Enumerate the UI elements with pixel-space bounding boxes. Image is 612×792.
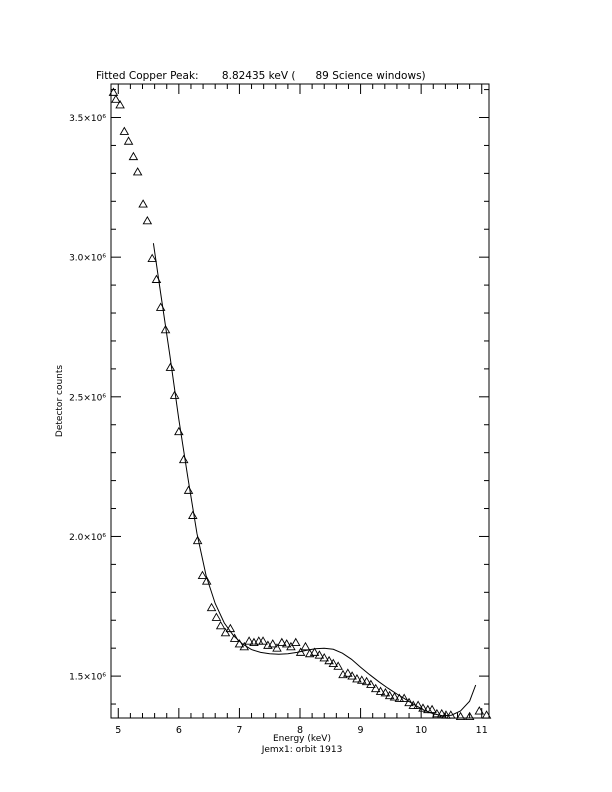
data-point (375, 686, 386, 695)
data-point (197, 570, 208, 580)
data-point (418, 703, 428, 712)
data-point (211, 612, 222, 621)
data-point (123, 136, 134, 145)
data-point (357, 675, 367, 684)
data-point (413, 700, 423, 709)
data-point (277, 637, 287, 647)
data-point (258, 636, 268, 645)
data-point (254, 636, 264, 645)
data-point (165, 362, 176, 371)
data-point (188, 510, 198, 519)
data-point (352, 673, 362, 683)
data-point (366, 679, 376, 688)
x-tick-label: 10 (415, 725, 427, 736)
data-point (333, 661, 343, 670)
x-axis-tick-labels: 5 6 7 8 9 10 11 (115, 725, 488, 736)
data-point (215, 620, 226, 630)
data-point (142, 215, 153, 225)
data-point (115, 100, 125, 109)
data-point (324, 655, 334, 665)
y-tick-label: 3.0×10⁶ (69, 254, 106, 264)
data-point (147, 253, 157, 263)
data-point (399, 693, 409, 702)
x-tick-label: 5 (115, 725, 121, 736)
data-point (380, 687, 391, 697)
data-point (160, 324, 171, 334)
data-point (384, 690, 395, 700)
data-point (347, 671, 357, 680)
data-point (441, 710, 451, 719)
y-tick-label: 2.0×10⁶ (69, 533, 106, 543)
data-point (361, 676, 372, 686)
y-tick-label: 1.5×10⁶ (69, 673, 106, 683)
data-point (108, 87, 119, 96)
x-axis-label: Energy (keV) (273, 734, 331, 744)
y-axis-tick-labels: 1.5×10⁶ 2.0×10⁶ 2.5×10⁶ 3.0×10⁶ 3.5×10⁶ (69, 114, 106, 683)
data-point (328, 658, 339, 667)
data-point (132, 167, 143, 176)
data-point (111, 94, 121, 103)
data-point (281, 639, 292, 648)
data-point (481, 710, 492, 719)
subtitle: Jemx1: orbit 1913 (261, 745, 343, 755)
data-point (474, 706, 485, 715)
data-point (128, 151, 139, 161)
data-point (394, 693, 405, 702)
data-point (272, 643, 282, 652)
axis-ticks (111, 84, 489, 718)
data-point (220, 627, 231, 637)
data-point (206, 602, 217, 612)
y-tick-label: 2.5×10⁶ (69, 393, 106, 403)
data-point (389, 692, 400, 701)
data-point (201, 576, 212, 585)
data-point (319, 653, 330, 662)
data-point (192, 535, 203, 545)
data-point (370, 683, 381, 693)
data-point (244, 636, 254, 645)
data-point (174, 426, 184, 436)
data-point (183, 485, 194, 494)
data-point (178, 454, 189, 464)
data-point (138, 199, 148, 208)
x-tick-label: 8 (297, 725, 303, 736)
data-points (108, 87, 492, 721)
data-point (309, 647, 320, 656)
data-point (290, 637, 301, 647)
plot-frame (110, 83, 490, 719)
y-tick-label: 3.5×10⁶ (69, 114, 106, 124)
data-point (436, 708, 447, 718)
data-point (314, 650, 325, 659)
data-point (432, 708, 442, 718)
data-point (169, 390, 180, 399)
data-point (427, 704, 437, 714)
data-point (300, 641, 311, 651)
data-point (119, 126, 130, 135)
data-point (455, 711, 466, 721)
data-point (229, 633, 240, 642)
x-tick-label: 11 (476, 725, 488, 736)
chart-title: Fitted Copper Peak: 8.82435 keV ( 89 Sci… (96, 70, 426, 82)
data-point (464, 711, 475, 721)
y-axis-label: Detector counts (55, 365, 65, 437)
data-point (286, 641, 296, 651)
x-tick-label: 7 (236, 725, 242, 736)
data-point (267, 639, 278, 648)
x-tick-label: 9 (358, 725, 364, 736)
data-point (343, 668, 353, 677)
x-tick-label: 6 (176, 725, 182, 736)
fit-curve (152, 243, 477, 717)
